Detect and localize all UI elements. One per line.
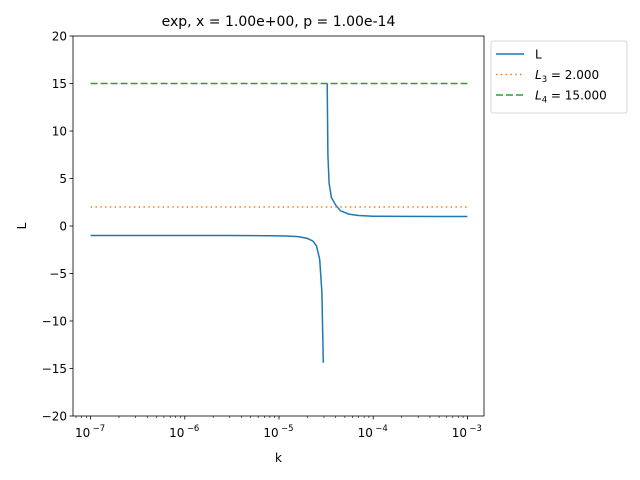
legend-label-2: L4 = 15.000 <box>535 89 607 106</box>
y-tick-label: 20 <box>52 30 67 44</box>
chart-title: exp, x = 1.00e+00, p = 1.00e-14 <box>162 14 396 30</box>
x-tick-label: 10 <box>358 426 373 440</box>
y-tick-label: −15 <box>42 362 67 376</box>
x-tick-label: 10 <box>263 426 278 440</box>
x-tick-exponent: −7 <box>93 424 106 434</box>
x-tick-exponent: −3 <box>469 424 482 434</box>
y-tick-label: −5 <box>49 267 67 281</box>
legend: L L3 = 2.000 L4 = 15.000 <box>490 40 628 114</box>
y-tick-label: 5 <box>59 172 67 186</box>
x-tick-exponent: −4 <box>375 424 388 434</box>
legend-label-0: L <box>535 48 542 62</box>
plot-frame <box>72 35 485 417</box>
x-tick-label: 10 <box>169 426 184 440</box>
x-tick-exponent: −5 <box>281 424 294 434</box>
x-axis-label: k <box>275 451 282 465</box>
y-tick-label: −20 <box>42 410 67 424</box>
series-0 <box>90 83 468 363</box>
legend-label-1: L3 = 2.000 <box>535 68 599 85</box>
y-tick-label: 15 <box>52 77 67 91</box>
y-axis-label: L <box>15 222 29 229</box>
x-tick-exponent: −6 <box>187 424 200 434</box>
y-tick-label: 10 <box>52 125 67 139</box>
x-tick-label: 10 <box>452 426 467 440</box>
y-tick-label: −10 <box>42 315 67 329</box>
y-tick-label: 0 <box>59 220 67 234</box>
x-tick-label: 10 <box>75 426 90 440</box>
legend-box <box>490 40 628 114</box>
